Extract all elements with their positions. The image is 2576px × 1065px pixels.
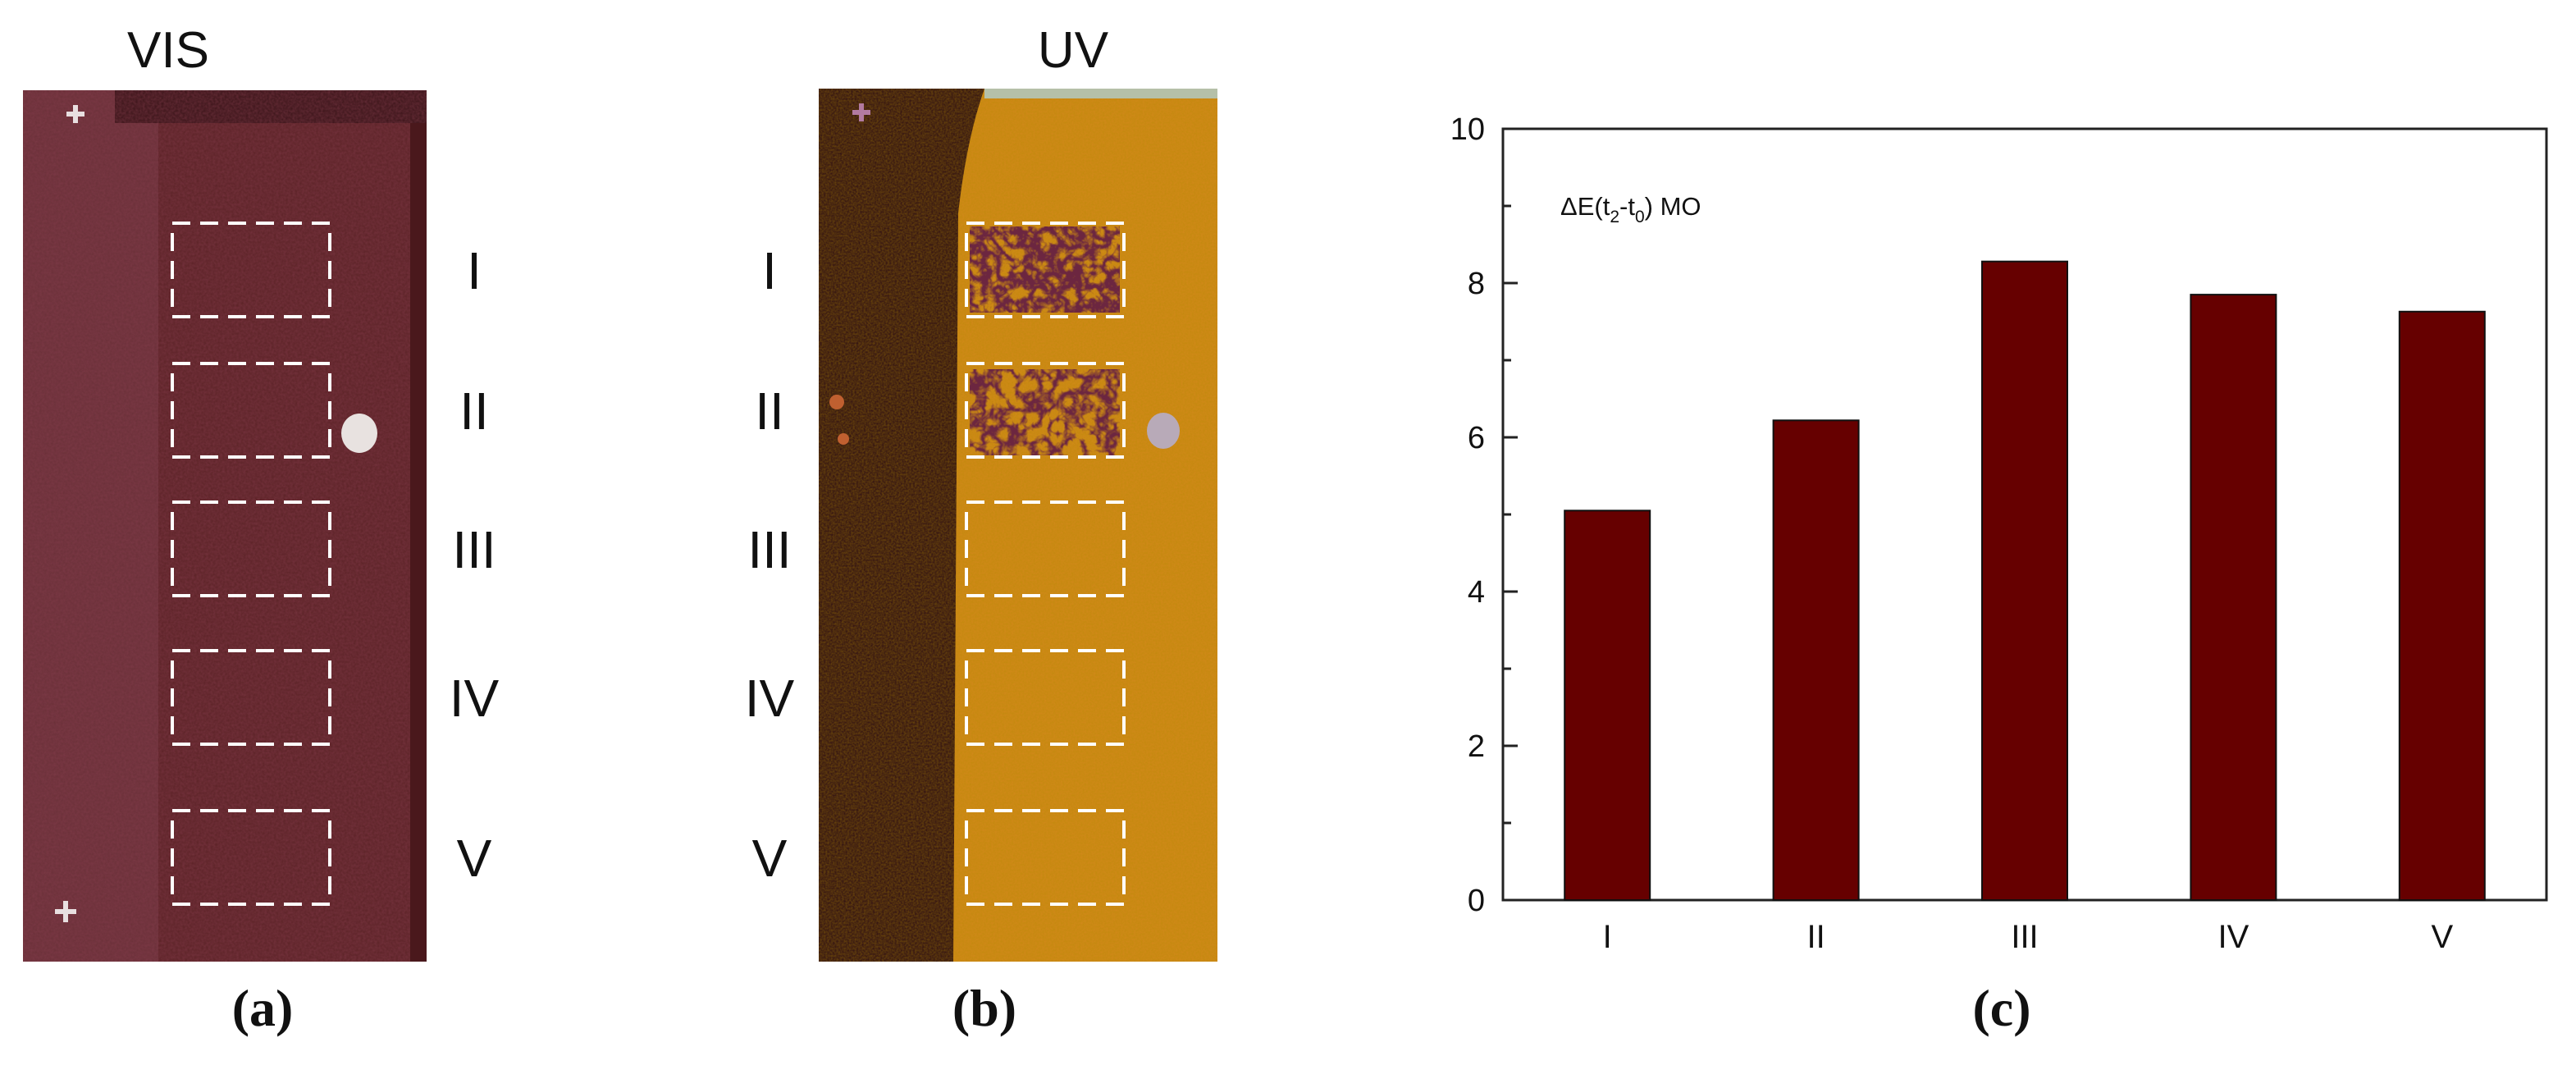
y-tick-label: 8 <box>1468 267 1485 301</box>
panel-b-title: UV <box>1038 22 1109 79</box>
x-tick-label: IV <box>2218 919 2249 955</box>
annotation-prefix: ΔE(t <box>1560 192 1610 221</box>
uv-white-spot <box>1147 413 1180 449</box>
chart-annotation: ΔE(t2-t0) MO <box>1560 192 1701 226</box>
vis-region-label: II <box>459 382 489 441</box>
vis-region-label: I <box>467 241 482 300</box>
vis-region-box <box>171 362 331 459</box>
uv-cross-mark <box>852 103 870 121</box>
uv-patch-I <box>970 226 1120 313</box>
vis-region-box <box>171 222 331 318</box>
uv-region-box <box>965 501 1126 597</box>
uv-photo-texture <box>819 89 1217 962</box>
vis-cross-mark-top <box>66 105 84 123</box>
vis-photo-texture <box>23 90 427 962</box>
y-axis: 0 2 4 6 8 10 <box>1450 112 1518 918</box>
panel-a-caption: (a) <box>232 979 294 1037</box>
uv-orange-dot-2 <box>838 433 849 445</box>
y-tick-label: 6 <box>1468 421 1485 455</box>
vis-region-box <box>171 649 331 746</box>
vis-region-box <box>171 501 331 597</box>
vis-region-box <box>171 809 331 906</box>
uv-region-label: III <box>747 520 791 579</box>
vis-photo <box>23 90 427 962</box>
vis-region-label: IV <box>450 669 500 728</box>
uv-dark-patches <box>970 226 1120 455</box>
annotation-suffix: ) MO <box>1645 192 1701 221</box>
vis-region-label: III <box>452 520 496 579</box>
vis-photo-right-edge <box>410 123 427 962</box>
uv-region-box <box>965 649 1126 746</box>
annotation-mid: -t <box>1619 192 1635 221</box>
y-tick-label: 10 <box>1450 112 1485 147</box>
x-tick-label: V <box>2431 919 2453 955</box>
uv-orange-dot-1 <box>829 395 844 409</box>
uv-region-box <box>965 222 1126 318</box>
uv-region-label: II <box>755 382 784 441</box>
uv-region-boxes <box>965 222 1126 906</box>
y-tick-label: 2 <box>1468 729 1485 764</box>
panel-b-caption: (b) <box>952 979 1016 1037</box>
bar-series <box>1564 260 2486 902</box>
uv-region-label: I <box>762 241 777 300</box>
y-tick-label: 4 <box>1468 575 1485 610</box>
panel-a-title: VIS <box>127 22 209 79</box>
annotation-sub2: 0 <box>1635 208 1645 226</box>
uv-region-box <box>965 809 1126 906</box>
vis-region-label: V <box>457 829 492 888</box>
x-tick-label: I <box>1603 919 1612 955</box>
uv-region-box <box>965 362 1126 459</box>
bar-V <box>2398 310 2486 901</box>
uv-patch-II <box>970 369 1120 455</box>
y-tick-label: 0 <box>1468 884 1485 918</box>
x-tick-label: III <box>2011 919 2038 955</box>
panel-c-caption: (c) <box>1972 979 2030 1037</box>
bar-I <box>1564 510 1651 901</box>
bar-IV <box>2190 294 2277 902</box>
vis-cross-mark-bottom <box>55 901 76 922</box>
bar-II <box>1772 419 1860 901</box>
uv-photo-top-edge <box>984 89 1217 98</box>
x-tick-label: II <box>1806 919 1825 955</box>
annotation-sub1: 2 <box>1610 208 1619 226</box>
vis-region-boxes <box>171 222 331 906</box>
uv-region-label: V <box>752 829 788 888</box>
bar-III <box>1981 260 2068 901</box>
uv-region-label: IV <box>745 669 795 728</box>
vis-white-spot <box>341 414 377 453</box>
uv-photo <box>819 89 1217 962</box>
